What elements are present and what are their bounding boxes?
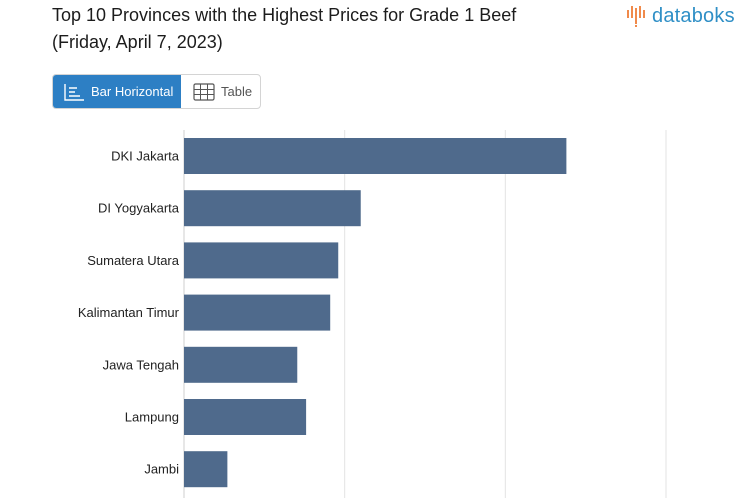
chart-title-line2: (Friday, April 7, 2023) — [52, 32, 223, 52]
table-grid-icon — [193, 82, 215, 101]
logo-text: databoks — [652, 4, 735, 27]
bar-kalimantan-timur[interactable] — [184, 294, 331, 331]
category-labels: DKI Jakarta DI Yogyakarta Sumatera Utara Ka… — [78, 149, 180, 477]
bar-jambi[interactable] — [184, 451, 228, 488]
tab-bar-horizontal[interactable]: Bar Horizontal — [53, 75, 181, 108]
bar-sumatera-utara[interactable] — [184, 242, 339, 279]
chart-title-line1: Top 10 Provinces with the Highest Prices… — [52, 5, 517, 25]
tab-table[interactable]: Table — [181, 75, 260, 108]
databoks-logo[interactable]: databoks — [626, 4, 735, 28]
bar-dki-jakarta[interactable] — [184, 138, 567, 174]
bar-lampung[interactable] — [184, 399, 307, 435]
chart-view-tabs: Bar Horizontal Table — [52, 74, 261, 109]
chart-title: Top 10 Provinces with the Highest Prices… — [52, 2, 612, 56]
category-label: Lampung — [125, 410, 179, 425]
bars — [184, 138, 567, 488]
category-label: Sumatera Utara — [87, 253, 180, 268]
category-label: DKI Jakarta — [111, 149, 180, 164]
bar-jawa-tengah[interactable] — [184, 346, 298, 383]
bar-di-yogyakarta[interactable] — [184, 190, 361, 227]
databoks-bars-icon — [626, 4, 650, 28]
tab-bar-horizontal-label: Bar Horizontal — [91, 84, 174, 99]
category-label: DI Yogyakarta — [98, 201, 180, 216]
bar-horizontal-icon — [63, 83, 85, 101]
category-label: Kalimantan Timur — [78, 305, 180, 320]
category-label: Jambi — [144, 462, 179, 477]
category-label: Jawa Tengah — [103, 357, 179, 372]
tab-table-label: Table — [221, 84, 253, 99]
